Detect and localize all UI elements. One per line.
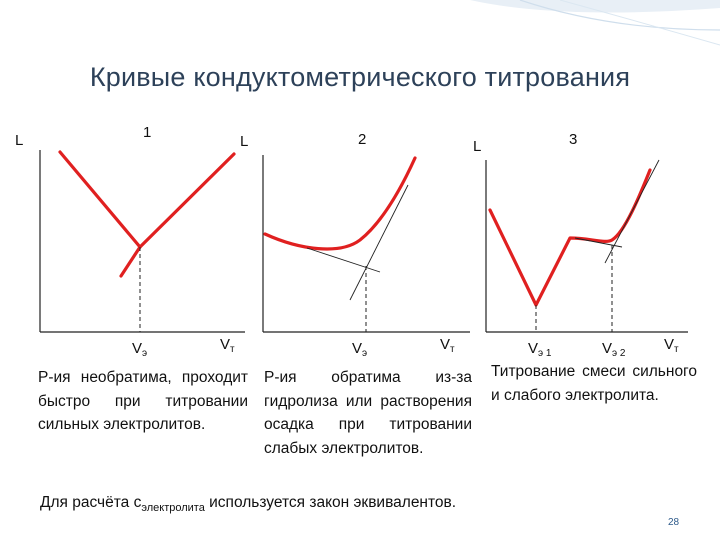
chart-2-vt-label: Vт xyxy=(440,336,455,355)
chart-1-vt-label: Vт xyxy=(220,336,235,355)
chart-3-tangent-high xyxy=(604,159,660,264)
chart-3-veq1-label: Vэ 1 xyxy=(528,340,552,359)
chart-3-ylabel: L xyxy=(473,138,482,155)
chart-3-number: 3 xyxy=(569,131,578,148)
chart-3-vt-label: Vт xyxy=(664,336,679,355)
chart-2-tangent-low xyxy=(306,247,381,273)
chart-3-description: Титрование смеси сильного и слабого элек… xyxy=(491,363,697,404)
page-number: 28 xyxy=(668,517,680,528)
chart-2-number: 2 xyxy=(358,131,367,148)
chart-2-description: Р-ия обратима из-за гидролиза или раство… xyxy=(264,369,472,457)
chart-3 xyxy=(485,159,688,333)
chart-1-branch-descending xyxy=(58,150,142,249)
chart-3-curve xyxy=(488,168,652,307)
chart-3-veq2-label: Vэ 2 xyxy=(602,340,626,359)
chart-1-ylabel: L xyxy=(15,132,24,149)
chart-2-veq-label: Vэ xyxy=(352,340,368,359)
chart-1-branch-ascending xyxy=(138,152,236,249)
chart-2-tangent-high xyxy=(349,184,409,301)
chart-2-curve xyxy=(263,156,417,251)
chart-2-ylabel: L xyxy=(240,133,249,150)
chart-1-tail xyxy=(119,245,142,278)
chart-1-number: 1 xyxy=(143,124,152,141)
chart-1 xyxy=(39,150,245,333)
chart-1-veq-label: Vэ xyxy=(132,340,148,359)
chart-2 xyxy=(262,155,470,333)
footer-note: Для расчёта сэлектролита используется за… xyxy=(40,494,457,514)
chart-1-description: Р-ия необратима, проходит быстро при тит… xyxy=(38,369,248,433)
slide-title: Кривые кондуктометрического титрования xyxy=(89,62,631,92)
